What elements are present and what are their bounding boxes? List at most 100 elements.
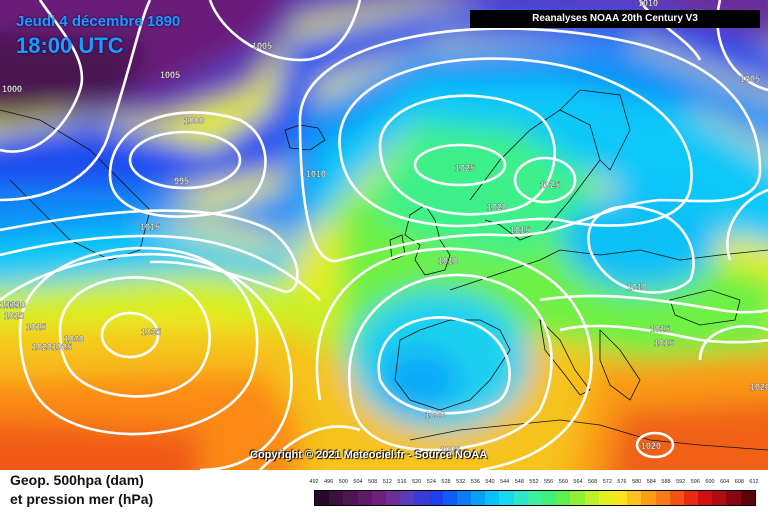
color-scale-bar [314,490,756,506]
isobar-label: 1035 [141,327,161,337]
color-scale-swatch [456,491,472,505]
isobar-label: 1005 [160,70,180,80]
color-scale-swatch [612,491,628,505]
color-scale-label: 500 [338,479,348,485]
isobar-label: 1010 [6,300,26,310]
legend-title-geopotential: Geop. 500hpa (dam) [10,472,144,488]
color-scale-swatch [315,491,330,505]
color-scale-label: 504 [353,479,363,485]
isobar-label: 1020 [750,382,768,392]
isobar-label: 1010 [638,0,658,8]
weather-map: 1005 1000 1005 995 1000 1010 1025 1025 1… [0,0,768,470]
color-scale-label: 592 [676,479,686,485]
color-scale-label: 556 [544,479,554,485]
color-scale-swatch [400,491,415,505]
isobar-label: 1010 [438,256,458,266]
color-scale-label: 552 [529,479,539,485]
color-scale-swatch [428,491,443,505]
isobar-label: 995 [174,176,189,186]
color-scale-label: 548 [514,479,524,485]
isobar-label: 1020 [641,441,661,451]
color-scale-swatch [556,491,571,505]
isobar-label: 1030 [64,334,84,344]
isobar-label: 1005 [440,445,460,455]
map-time: 18:00 UTC [16,33,124,58]
color-scale-label: 508 [368,479,378,485]
color-scale-labels: 492 496 500 504 508 512 516 520 524 528 532 536 540 5… [309,479,758,489]
color-scale-label: 612 [749,479,759,485]
geopotential-field [0,0,768,470]
color-scale-swatch [485,491,500,505]
isobar-labels: 1005 1000 1005 995 1000 1010 1025 1025 1… [0,0,768,455]
isobar-label: 1000 [2,84,22,94]
isobar-label: 1015 [510,225,530,235]
isobars [0,0,768,470]
color-scale-label: 608 [734,479,744,485]
color-scale-swatch [712,491,727,505]
color-scale-label: 532 [456,479,466,485]
color-scale-label: 596 [690,479,700,485]
color-scale-swatch [471,491,486,505]
color-scale-label: 600 [705,479,715,485]
color-scale-swatch [584,491,599,505]
color-scale-swatch [414,491,429,505]
color-scale-label: 568 [588,479,598,485]
legend-title-pressure: et pression mer (hPa) [10,491,154,507]
isobar-label: 1015 [26,322,46,332]
color-scale-swatch [527,491,542,505]
isobar-label: 1010 [627,282,647,292]
isobar-label: 1025 [52,342,72,352]
color-scale-swatch [641,491,656,505]
color-scale-swatch [598,491,613,505]
color-scale-label: 576 [617,479,627,485]
color-scale-swatch [655,491,670,505]
color-scale-swatch [513,491,528,505]
color-scale-label: 564 [573,479,583,485]
color-scale-swatch [542,491,557,505]
color-scale-label: 520 [412,479,422,485]
color-scale-swatch [740,491,755,505]
color-scale-swatch [627,491,642,505]
isobar-label: 1025 [540,180,560,190]
color-scale-label: 580 [632,479,642,485]
color-scale-label: 584 [646,479,656,485]
color-scale-swatch [329,491,344,505]
isobar-label: 1020 [487,202,507,212]
color-scale-swatch [698,491,713,505]
isobar-label: 1015 [140,222,160,232]
isobar-label: 1010 [0,300,20,310]
color-scale-label: 572 [602,479,612,485]
isobar-label: 1020 [32,342,52,352]
isobar-label: 1005 [252,41,272,51]
color-scale-label: 540 [485,479,495,485]
color-scale-swatch [343,491,358,505]
isobar-label: 1015 [650,324,670,334]
isobar-label: 1005 [740,74,760,84]
color-scale-label: 536 [470,479,480,485]
isobar-label: 1025 [455,163,475,173]
color-scale-swatch [669,491,684,505]
color-scale-swatch [683,491,699,505]
color-scale-label: 492 [309,479,319,485]
color-scale-label: 560 [558,479,568,485]
isobar-label: 1015 [4,311,24,321]
color-scale-label: 588 [661,479,671,485]
color-scale-label: 604 [720,479,730,485]
isobar-label: 1000 [184,116,204,126]
color-scale-label: 528 [441,479,451,485]
color-scale-label: 524 [426,479,436,485]
isobar-label: 1015 [654,338,674,348]
color-scale-swatch [570,491,585,505]
isobar-label: 1010 [306,169,326,179]
color-scale-label: 516 [397,479,407,485]
color-scale-swatch [726,491,741,505]
copyright-notice: Copyright © 2021 Meteociel.fr - Source N… [250,449,488,461]
map-date: Jeudi 4 décembre 1890 [16,13,181,30]
color-scale-label: 512 [382,479,392,485]
color-scale-swatch [385,491,401,505]
color-scale-swatch [499,491,514,505]
source-title: Reanalyses NOAA 20th Century V3 [470,10,760,28]
color-scale-label: 496 [324,479,334,485]
color-scale-swatch [442,491,457,505]
color-scale-swatch [371,491,386,505]
